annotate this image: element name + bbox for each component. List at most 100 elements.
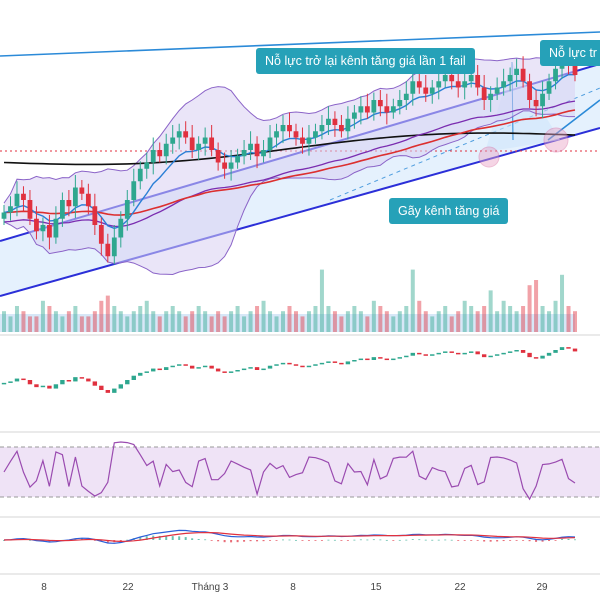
macd-histogram-bar: [275, 540, 278, 541]
candle: [540, 81, 545, 119]
macd-histogram-bar: [126, 539, 129, 541]
candle: [98, 217, 104, 256]
macd-histogram-bar: [340, 540, 343, 541]
volume-bar: [495, 311, 500, 332]
volume-bar: [469, 306, 474, 332]
oscillator-bar: [209, 365, 214, 369]
candle-body: [170, 137, 176, 144]
candle-body: [553, 68, 558, 82]
candle-body: [34, 218, 39, 232]
volume-bar: [190, 311, 195, 332]
volume-bar: [534, 280, 539, 332]
candle-body: [319, 125, 325, 132]
candle: [92, 193, 98, 235]
oscillator-bar: [176, 364, 182, 366]
candle-body: [228, 162, 234, 169]
candle-body: [358, 106, 364, 113]
candle: [319, 115, 325, 140]
volume-bar: [456, 311, 461, 332]
candle-body: [241, 150, 247, 157]
macd-histogram-bar: [223, 540, 226, 543]
candle-body: [390, 106, 396, 113]
candle-body: [222, 162, 228, 169]
oscillator-bar: [391, 358, 396, 361]
candle-body: [520, 68, 526, 82]
annotation-retry-2[interactable]: Nỗ lực tr: [540, 40, 600, 66]
candle: [59, 192, 65, 227]
candle-body: [339, 125, 344, 132]
candle-body: [176, 131, 182, 138]
volume-bar: [164, 311, 169, 332]
volume-bar: [144, 300, 149, 332]
volume-bar: [332, 311, 337, 332]
oscillator-bar: [215, 368, 221, 372]
candle-body: [209, 137, 215, 150]
candle: [494, 77, 500, 100]
candle: [514, 58, 520, 87]
volume-bar: [222, 316, 227, 332]
candle: [410, 73, 416, 106]
oscillator-bar: [40, 385, 46, 388]
macd-histogram-bar: [541, 540, 544, 542]
oscillator-bar: [1, 382, 7, 385]
volume-bar: [248, 311, 253, 332]
candle: [358, 96, 364, 125]
volume-bar: [242, 316, 247, 332]
oscillator-bar: [151, 368, 156, 372]
candle-body: [137, 168, 143, 182]
oscillator-bar: [384, 358, 390, 361]
ma-slow: [3, 132, 576, 166]
macd-histogram-bar: [359, 539, 362, 541]
ma-purple: [3, 100, 576, 228]
oscillator-bar: [261, 368, 266, 371]
price-panel: [0, 31, 600, 297]
volume-bar: [86, 316, 91, 332]
macd-histogram-bar: [301, 540, 304, 541]
candle: [124, 190, 130, 231]
oscillator-bar: [164, 367, 169, 370]
oscillator-bar: [468, 351, 474, 353]
macd-histogram-bar: [230, 540, 233, 543]
macd-histogram-bar: [307, 540, 310, 541]
macd-histogram-bar: [411, 539, 414, 540]
volume-bar: [92, 311, 97, 332]
volume-bar: [118, 311, 123, 332]
candle-body: [111, 237, 117, 257]
volume-bar: [66, 311, 71, 332]
candle: [144, 152, 150, 179]
candle-body: [40, 225, 46, 232]
candle-body: [274, 131, 279, 138]
volume-bar: [216, 311, 221, 332]
candle-body: [416, 81, 422, 88]
candle-body: [429, 87, 435, 94]
macd-histogram-bar: [197, 539, 200, 540]
annotation-fail-retry[interactable]: Nỗ lực trở lại kênh tăng giá lần 1 fail: [256, 48, 475, 74]
macd-histogram-bar: [574, 539, 576, 541]
oscillator-bar: [319, 362, 325, 365]
candle: [423, 75, 429, 102]
oscillator-bar: [267, 365, 273, 369]
candle-body: [163, 143, 169, 157]
volume-bar: [21, 311, 26, 332]
volume-bar: [281, 311, 286, 332]
macd-histogram-bar: [353, 539, 356, 541]
x-tick-label: 22: [454, 582, 466, 593]
volume-bar: [125, 316, 130, 332]
candle-body: [202, 137, 208, 144]
candle-body: [384, 106, 390, 113]
annotation-break[interactable]: Gãy kênh tăng giá: [389, 198, 509, 224]
oscillator-bar: [397, 357, 403, 359]
oscillator-bar: [572, 348, 578, 352]
bollinger-lower: [3, 110, 575, 276]
oscillator-bar: [449, 351, 454, 353]
oscillator-bar: [73, 377, 78, 382]
candle-body: [14, 193, 20, 207]
candle: [397, 90, 403, 115]
macd-panel: [3, 529, 576, 544]
macd-histogram-bar: [320, 540, 323, 541]
candle-body: [21, 193, 26, 200]
macd-histogram-bar: [294, 539, 297, 541]
macd-histogram-bar: [463, 540, 466, 541]
candle: [150, 137, 156, 175]
